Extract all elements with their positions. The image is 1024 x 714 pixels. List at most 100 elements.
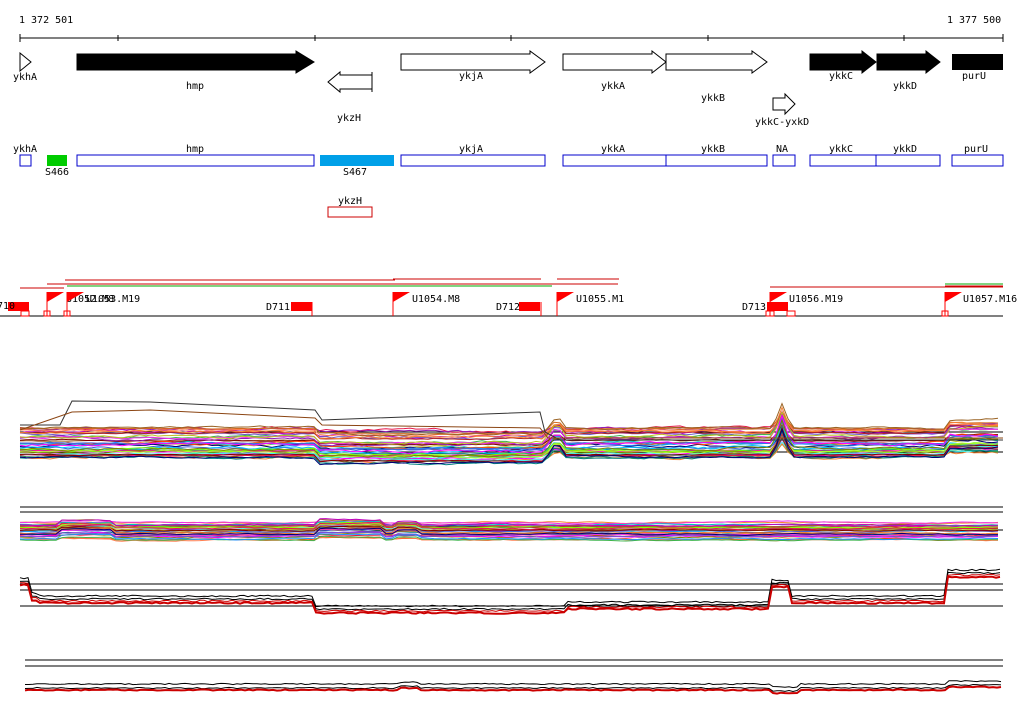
promoter-U1057[interactable]: U1057.M16 (941, 292, 1017, 317)
bottom-trace (24, 683, 1002, 693)
promoter-U1052[interactable]: U1052.M8 (43, 292, 114, 317)
terminator-D712[interactable]: D712 (496, 302, 542, 316)
region-label-ykhA: ykhA (13, 144, 37, 155)
bottom-trace (25, 680, 1002, 689)
marker-label-U1054: U1054.M8 (412, 294, 460, 305)
coord-end-label: 1 377 500 (947, 15, 1001, 26)
gene-label-ykkD: ykkD (893, 81, 917, 92)
gene-track: ykhA hmp ykzH ykjA ykkA ykkB ykkC-yxkD (13, 49, 1003, 128)
secondary-trace (19, 527, 999, 535)
secondary-trace (19, 531, 999, 538)
coordinate-ruler: 1 372 501 1 377 500 (19, 15, 1004, 42)
gene-label-ykkC-yxkD: ykkC-yxkD (755, 117, 809, 128)
region-label-ykkA: ykkA (601, 144, 625, 155)
gene-ykkB[interactable]: ykkB (665, 50, 768, 104)
probe-S466[interactable]: S466 (45, 155, 69, 178)
region-hmp[interactable]: hmp (76, 144, 315, 167)
gene-label-ykkB: ykkB (701, 93, 725, 104)
gene-label-purU: purU (962, 71, 986, 82)
region-ykkB[interactable]: ykkB (665, 144, 768, 167)
summary-trace (19, 575, 1001, 615)
gene-ykzH[interactable]: ykzH (327, 70, 373, 124)
condition-trace (20, 402, 999, 437)
region-label-hmp: hmp (186, 144, 204, 155)
region-ykkC[interactable]: ykkC (809, 144, 877, 167)
gene-ykkD[interactable]: ykkD (876, 49, 941, 92)
promoter-U1055[interactable]: U1055.M1 (556, 292, 624, 316)
condition-trace (19, 428, 999, 466)
marker-label-U1057: U1057.M16 (963, 294, 1017, 305)
condition-trace (20, 400, 1003, 441)
marker-label-U1055: U1055.M1 (576, 294, 624, 305)
condition-trace (19, 409, 1003, 439)
condition-trace (19, 426, 999, 463)
probe-label-S467: S467 (343, 167, 367, 178)
gene-ykkA[interactable]: ykkA (562, 49, 667, 92)
gene-ykhA[interactable]: ykhA (13, 51, 37, 83)
gene-hmp[interactable]: hmp (76, 50, 315, 92)
secondary-trace (19, 518, 999, 527)
region-label-ykkD: ykkD (893, 144, 917, 155)
secondary-trace (19, 533, 999, 541)
gene-purU[interactable]: purU (952, 54, 1003, 82)
condition-trace (19, 410, 999, 445)
region-ykhA[interactable]: ykhA (13, 144, 37, 167)
expression-profiles-bottom (24, 659, 1003, 695)
gene-ykkC[interactable]: ykkC (809, 49, 877, 82)
marker-label-D710: D710 (0, 301, 15, 312)
secondary-trace (19, 522, 999, 531)
summary-trace (19, 571, 1001, 611)
marker-track: D710 U1052.M8 U1053.M19 D711 U1054.M8 (0, 292, 1017, 317)
secondary-trace (19, 535, 999, 542)
marker-label-D711: D711 (266, 302, 290, 313)
secondary-trace (19, 520, 999, 525)
probe-label-S466: S466 (45, 167, 69, 178)
condition-trace (19, 406, 999, 440)
expression-profiles-secondary (19, 506, 1003, 542)
region-label-ykkB: ykkB (701, 144, 725, 155)
probe-S467[interactable]: S467 (320, 155, 394, 178)
terminator-D711[interactable]: D711 (266, 302, 313, 316)
expression-profiles-conditions (19, 400, 1003, 466)
marker-label-D713: D713 (742, 302, 766, 313)
region-ykkD[interactable]: ykkD (875, 144, 941, 167)
secondary-trace (19, 532, 999, 539)
bottom-trace (24, 685, 1002, 695)
promoter-U1053[interactable]: U1053.M19 (63, 292, 140, 317)
region-label-purU: purU (964, 144, 988, 155)
region-ykkA[interactable]: ykkA (562, 144, 667, 167)
gene-ykjA[interactable]: ykjA (400, 50, 546, 82)
promoter-U1054[interactable]: U1054.M8 (392, 292, 460, 316)
gene-label-ykzH: ykzH (337, 113, 361, 124)
region-ykzH[interactable]: ykzH (327, 196, 373, 218)
region-label-ykzH: ykzH (338, 196, 362, 207)
secondary-trace (19, 525, 999, 532)
region-ykjA[interactable]: ykjA (400, 144, 546, 167)
secondary-trace (20, 527, 998, 537)
region-purU[interactable]: purU (951, 144, 1004, 167)
marker-label-U1056: U1056.M19 (789, 294, 843, 305)
marker-label-U1052: U1052.M8 (66, 294, 114, 305)
condition-trace (19, 429, 999, 462)
gene-ykkC-yxkD[interactable]: ykkC-yxkD (755, 92, 809, 128)
gene-label-hmp: hmp (186, 81, 204, 92)
marker-label-U1053: U1053.M19 (86, 294, 140, 305)
transcript-lines (20, 278, 1003, 289)
terminator-D710[interactable]: D710 (0, 301, 30, 317)
marker-label-D712: D712 (496, 302, 520, 313)
expression-profiles-summary (19, 568, 1003, 615)
condition-trace (19, 414, 999, 455)
promoter-U1056[interactable]: U1056.M19 (769, 292, 843, 316)
region-track: ykhA S466 hmp S467 ykjA ykkA ykkB NA (13, 144, 1004, 218)
condition-trace (19, 411, 999, 441)
summary-trace (19, 573, 1001, 613)
gene-label-ykjA: ykjA (459, 71, 483, 82)
gene-label-ykkC: ykkC (829, 71, 853, 82)
region-label-ykjA: ykjA (459, 144, 483, 155)
terminator-D713[interactable]: D713 (742, 302, 796, 317)
region-NA[interactable]: NA (772, 144, 796, 167)
gene-label-ykhA: ykhA (13, 72, 37, 83)
gene-label-ykkA: ykkA (601, 81, 625, 92)
condition-trace (19, 410, 999, 445)
